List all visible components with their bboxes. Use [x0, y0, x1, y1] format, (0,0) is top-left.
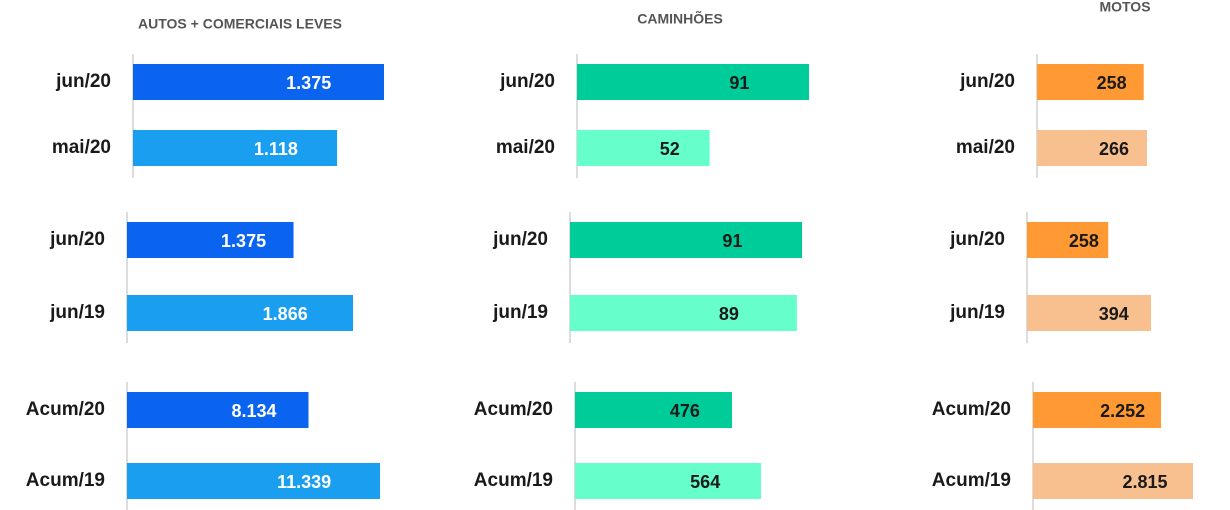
value-label: 476: [670, 401, 700, 421]
bar: [575, 392, 732, 428]
bar: [1027, 295, 1151, 331]
bar: [575, 463, 761, 499]
value-label: 52: [660, 139, 680, 159]
bar: [127, 392, 309, 428]
panel-title: CAMINHÕES: [637, 10, 723, 27]
value-label: 1.866: [263, 304, 308, 324]
bar: [133, 64, 384, 100]
category-label: mai/20: [956, 137, 1015, 158]
bar: [577, 130, 710, 166]
value-label: 258: [1069, 231, 1099, 251]
value-label: 2.252: [1100, 401, 1145, 421]
bar: [1033, 392, 1161, 428]
value-label: 89: [719, 304, 739, 324]
category-label: mai/20: [496, 137, 555, 158]
value-label: 1.375: [221, 231, 266, 251]
category-label: jun/20: [492, 229, 548, 250]
bar: [127, 295, 353, 331]
value-label: 258: [1097, 73, 1127, 93]
bar: [127, 463, 380, 499]
category-label: jun/19: [949, 302, 1005, 323]
bar: [570, 295, 797, 331]
bar: [127, 222, 294, 258]
bar: [1027, 222, 1109, 258]
category-label: jun/20: [499, 71, 555, 92]
category-label: jun/20: [55, 71, 111, 92]
category-label: jun/20: [959, 71, 1015, 92]
category-label: Acum/19: [474, 470, 553, 491]
bar: [577, 64, 809, 100]
category-label: Acum/20: [26, 399, 105, 420]
category-label: Acum/19: [932, 470, 1011, 491]
category-label: jun/20: [49, 229, 105, 250]
value-label: 91: [729, 73, 749, 93]
category-label: jun/19: [49, 302, 105, 323]
value-label: 394: [1099, 304, 1129, 324]
category-label: jun/20: [949, 229, 1005, 250]
value-label: 1.118: [254, 139, 298, 159]
category-label: jun/19: [492, 302, 548, 323]
category-label: Acum/19: [26, 470, 105, 491]
bar: [1037, 130, 1147, 166]
bar: [133, 130, 338, 166]
bar: [570, 222, 802, 258]
panel-title: AUTOS + COMERCIAIS LEVES: [138, 16, 342, 32]
panel-title: MOTOS: [1099, 0, 1150, 15]
bar: [1037, 64, 1144, 100]
category-label: Acum/20: [474, 399, 553, 420]
category-label: mai/20: [52, 137, 111, 158]
value-label: 564: [690, 472, 720, 492]
category-label: Acum/20: [932, 399, 1011, 420]
value-label: 1.375: [286, 73, 331, 93]
value-label: 8.134: [232, 401, 277, 421]
value-label: 2.815: [1122, 472, 1167, 492]
value-label: 266: [1099, 139, 1129, 159]
bar: [1033, 463, 1193, 499]
value-label: 11.339: [277, 472, 331, 492]
value-label: 91: [722, 231, 742, 251]
